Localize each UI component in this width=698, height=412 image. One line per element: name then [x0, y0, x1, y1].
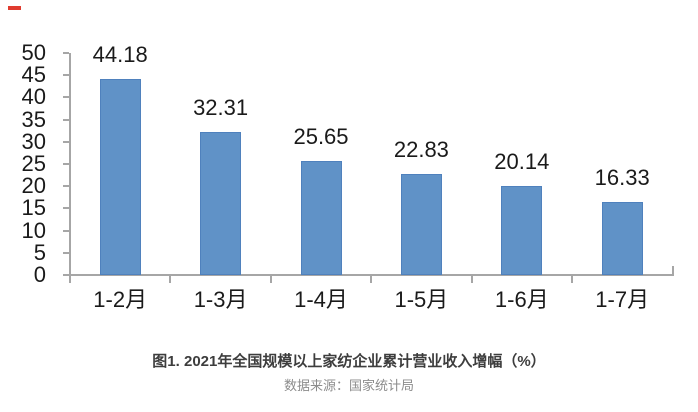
y-tick-label: 15 — [21, 195, 46, 221]
y-tick-label: 20 — [21, 173, 46, 199]
x-axis-end-tick — [672, 266, 674, 275]
x-tick-label: 1-5月 — [394, 287, 449, 312]
y-tick — [63, 274, 69, 276]
bar-value-label: 16.33 — [594, 165, 650, 191]
y-tick-label: 45 — [21, 62, 46, 88]
y-tick-label: 25 — [21, 151, 46, 176]
x-tick — [571, 275, 573, 283]
y-tick-label: 5 — [33, 239, 46, 265]
bar-value-label: 25.65 — [293, 124, 349, 150]
x-tick — [69, 275, 71, 283]
bar — [501, 185, 543, 275]
bar-value-label: 44.18 — [92, 41, 148, 67]
y-tick-label: 0 — [33, 262, 46, 287]
x-tick — [470, 275, 473, 283]
y-tick — [63, 207, 69, 210]
x-tick-label: 1-2月 — [93, 287, 148, 312]
x-tick-label: 1-6月 — [494, 287, 549, 312]
y-tick-label: 50 — [21, 40, 46, 65]
bar — [99, 78, 141, 275]
x-tick — [370, 275, 373, 283]
bar-value-label: 22.83 — [393, 136, 449, 162]
chart-title: 图1. 2021年全国规模以上家纺企业累计营业收入增幅（%） — [152, 353, 546, 370]
y-tick — [63, 118, 69, 121]
red-dash-mark — [8, 6, 21, 10]
data-source-caption: 数据来源：国家统计局 — [283, 378, 414, 393]
x-tick — [269, 275, 272, 283]
x-tick-label: 1-4月 — [294, 287, 348, 312]
y-tick — [63, 140, 69, 143]
bar — [300, 161, 342, 275]
bar-value-label: 20.14 — [494, 148, 550, 174]
y-axis-line — [69, 53, 71, 277]
bar — [400, 173, 442, 275]
y-tick — [63, 74, 69, 77]
y-tick-label: 30 — [21, 128, 46, 154]
y-tick — [63, 52, 69, 54]
bar — [601, 202, 643, 275]
x-tick-label: 1-3月 — [193, 287, 248, 312]
x-tick-label: 1-7月 — [595, 287, 650, 312]
y-tick-label: 35 — [21, 106, 46, 132]
y-tick-label: 40 — [21, 84, 46, 110]
bar-value-label: 32.31 — [193, 94, 249, 120]
y-tick — [63, 163, 69, 165]
y-tick — [63, 96, 69, 99]
x-tick — [169, 275, 172, 283]
y-tick — [63, 251, 69, 254]
y-tick-label: 10 — [21, 217, 46, 243]
y-tick — [63, 229, 69, 232]
y-tick — [63, 185, 69, 188]
bar — [200, 131, 242, 275]
